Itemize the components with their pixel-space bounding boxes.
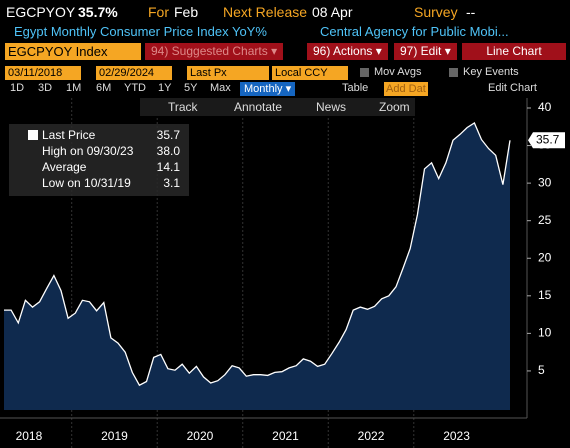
tool[interactable]: Add Dat <box>384 82 428 96</box>
last-value-box <box>528 132 565 149</box>
x-tick-label: 2020 <box>187 429 214 443</box>
legend-value: 35.7 <box>156 128 180 142</box>
header-value: 35.7% <box>78 4 118 20</box>
checkbox[interactable] <box>360 68 369 77</box>
toolbar-button[interactable]: 97) Edit ▾ <box>394 43 457 60</box>
currency[interactable]: Local CCY <box>272 66 348 80</box>
toolbar-button[interactable]: 96) Actions ▾ <box>307 43 388 60</box>
area <box>4 123 510 410</box>
line <box>4 122 511 387</box>
for-label: For <box>148 4 169 20</box>
range-button[interactable]: 1M <box>66 82 82 94</box>
next-label: Next Release <box>223 4 308 20</box>
x-tick-label: 2022 <box>358 429 385 443</box>
x-tick-label: 2018 <box>16 429 43 443</box>
end-date[interactable]: 02/29/2024 <box>96 66 172 80</box>
tool[interactable]: Edit Chart <box>488 82 537 94</box>
survey-value: -- <box>466 4 476 20</box>
range-button[interactable]: 3D <box>38 82 53 94</box>
frequency[interactable]: Monthly ▾ <box>240 82 296 96</box>
legend-label: Low on 10/31/19 <box>42 176 131 190</box>
chart-tool[interactable]: Track <box>168 100 198 114</box>
range-button[interactable]: 5Y <box>184 82 198 94</box>
y-tick-label: 25 <box>538 213 552 227</box>
range-button[interactable]: YTD <box>124 82 146 94</box>
y-tick-label: 40 <box>538 100 552 114</box>
range-button[interactable]: Max <box>210 82 231 94</box>
next-date: 08 Apr <box>312 4 353 20</box>
legend <box>9 124 189 196</box>
chart-tool[interactable]: News <box>316 100 347 114</box>
x-tick-label: 2019 <box>101 429 128 443</box>
option[interactable]: Key Events <box>463 66 519 78</box>
y-tick-label: 30 <box>538 175 552 189</box>
start-date[interactable]: 03/11/2018 <box>5 66 81 80</box>
chart-tool[interactable]: Annotate <box>234 100 283 114</box>
chart-toolbar <box>140 98 415 116</box>
range-button[interactable]: 1Y <box>158 82 172 94</box>
legend-value: 38.0 <box>156 144 180 158</box>
field[interactable]: Last Px <box>187 66 269 80</box>
legend-value: 3.1 <box>163 176 180 190</box>
security-field[interactable]: EGCPYOY Index <box>5 43 141 60</box>
survey-label: Survey <box>414 4 458 20</box>
checkbox[interactable] <box>449 68 458 77</box>
legend-label: Last Price <box>42 128 96 142</box>
tool[interactable]: Table <box>342 82 369 94</box>
y-tick-label: 20 <box>538 250 552 264</box>
toolbar-button[interactable]: 94) Suggested Charts ▾ <box>145 43 284 60</box>
ticker: EGCPYOY <box>6 4 76 20</box>
legend-value: 14.1 <box>156 160 180 174</box>
legend-label: High on 09/30/23 <box>42 144 134 158</box>
range-button[interactable]: 1D <box>10 82 25 94</box>
y-tick-label: 15 <box>538 288 552 302</box>
source: Central Agency for Public Mobi... <box>320 24 509 39</box>
last-value-label: 35.7 <box>536 132 560 146</box>
toolbar-button[interactable]: Line Chart <box>462 43 566 60</box>
legend-swatch <box>28 130 38 140</box>
y-tick-label: 10 <box>538 326 552 340</box>
chart-tool[interactable]: Zoom <box>379 100 410 114</box>
range-button[interactable]: 6M <box>96 82 112 94</box>
period: Feb <box>174 4 199 20</box>
x-tick-label: 2023 <box>443 429 470 443</box>
option[interactable]: Mov Avgs <box>374 66 422 78</box>
x-tick-label: 2021 <box>272 429 299 443</box>
description: Egypt Monthly Consumer Price Index YoY% <box>14 24 267 39</box>
y-tick-label: 5 <box>538 363 545 377</box>
chart: 2018201920202021202220235101520253035403… <box>0 98 565 448</box>
legend-label: Average <box>42 160 87 174</box>
